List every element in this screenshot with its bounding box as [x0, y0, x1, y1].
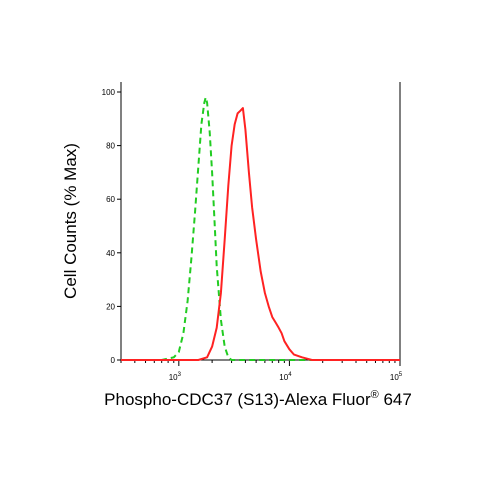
x-tick-label-2: 105 — [390, 372, 403, 382]
y-axis-title: Cell Counts (% Max) — [61, 143, 80, 299]
x-axis-title: Phospho-CDC37 (S13)-Alexa Fluor® 647 — [104, 389, 412, 409]
series-line-0 — [121, 96, 400, 361]
y-tick-label-3: 60 — [106, 195, 115, 204]
y-tick-label-1: 20 — [106, 302, 115, 311]
x-tick-label-0: 103 — [169, 372, 182, 382]
y-tick-label-5: 100 — [102, 88, 116, 97]
x-tick-label-1: 104 — [279, 372, 292, 382]
x-axis-title-registered: ® — [371, 389, 379, 401]
y-tick-label-2: 40 — [106, 249, 115, 258]
y-tick-label-4: 80 — [106, 142, 115, 151]
series-line-1 — [121, 107, 400, 361]
x-axis-title-main: Phospho-CDC37 (S13)-Alexa Fluor — [104, 390, 371, 409]
y-tick-label-0: 0 — [111, 356, 116, 365]
x-axis-title-suffix: 647 — [379, 390, 412, 409]
